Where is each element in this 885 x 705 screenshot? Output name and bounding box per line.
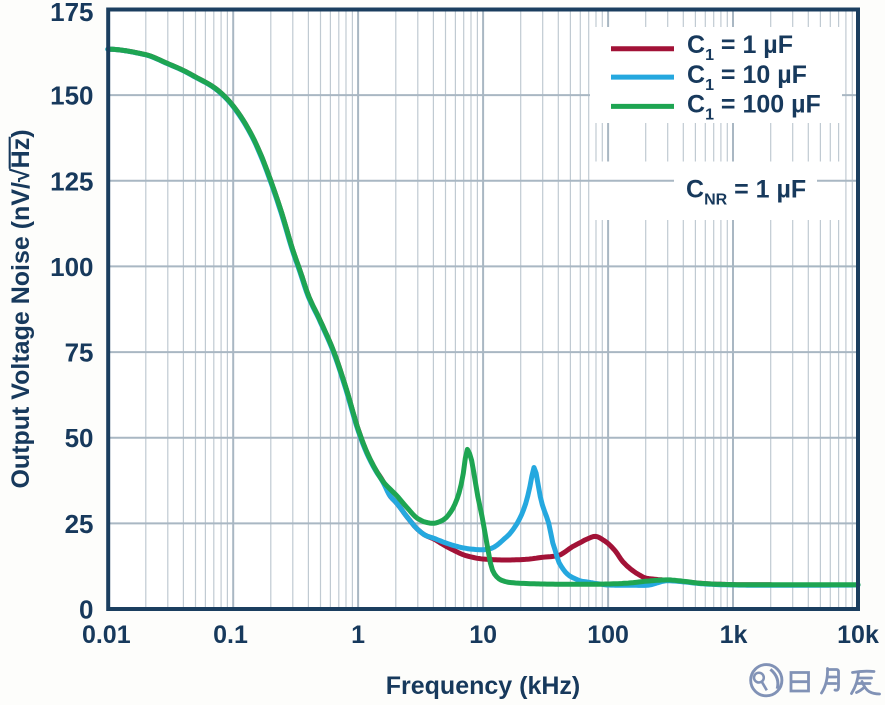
svg-text:100: 100	[587, 621, 629, 649]
svg-text:75: 75	[65, 338, 94, 368]
svg-text:150: 150	[50, 81, 93, 111]
svg-text:50: 50	[65, 423, 94, 453]
svg-text:0: 0	[79, 595, 93, 625]
svg-text:C1 = 100 µF: C1 = 100 µF	[687, 91, 821, 124]
svg-text:125: 125	[50, 166, 93, 196]
svg-text:1k: 1k	[720, 621, 748, 649]
svg-text:Frequency (kHz): Frequency (kHz)	[386, 672, 580, 700]
svg-text:10: 10	[469, 621, 497, 649]
svg-text:CNR = 1 µF: CNR = 1 µF	[686, 176, 806, 209]
svg-text:10k: 10k	[837, 621, 879, 649]
svg-text:C1 = 1 µF: C1 = 1 µF	[687, 31, 793, 64]
svg-text:175: 175	[50, 0, 93, 27]
svg-text:0.1: 0.1	[213, 621, 248, 649]
svg-text:0.01: 0.01	[82, 621, 131, 649]
svg-text:Output Voltage Noise (nV/√Hz): Output Voltage Noise (nV/√Hz)	[7, 129, 35, 488]
svg-text:100: 100	[50, 252, 93, 282]
svg-text:25: 25	[65, 509, 94, 539]
svg-text:1: 1	[351, 621, 365, 649]
